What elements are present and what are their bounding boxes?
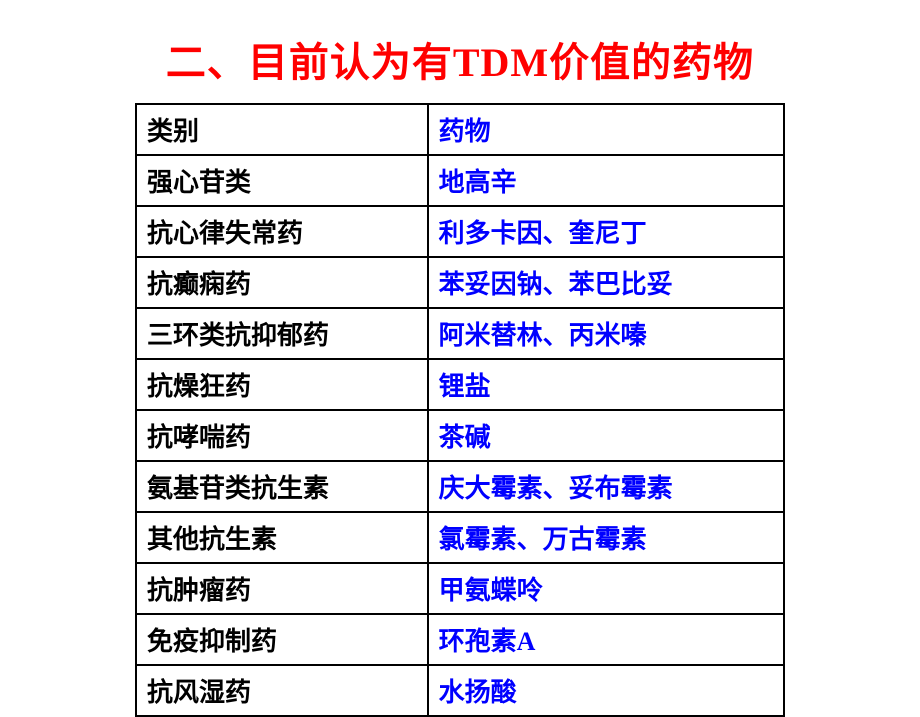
- drug-cell: 氯霉素、万古霉素: [428, 512, 784, 563]
- drug-cell: 利多卡因、奎尼丁: [428, 206, 784, 257]
- table-row: 抗哮喘药茶碱: [136, 410, 784, 461]
- drug-cell: 庆大霉素、妥布霉素: [428, 461, 784, 512]
- table-row: 类别药物: [136, 104, 784, 155]
- table-row: 抗风湿药水扬酸: [136, 665, 784, 716]
- drug-cell: 锂盐: [428, 359, 784, 410]
- table-row: 抗癫痫药苯妥因钠、苯巴比妥: [136, 257, 784, 308]
- category-cell: 抗燥狂药: [136, 359, 428, 410]
- category-cell: 氨基苷类抗生素: [136, 461, 428, 512]
- drug-cell: 药物: [428, 104, 784, 155]
- drug-cell: 甲氨蝶呤: [428, 563, 784, 614]
- table-row: 强心苷类地高辛: [136, 155, 784, 206]
- slide-title: 二、目前认为有TDM价值的药物: [0, 0, 920, 103]
- category-cell: 强心苷类: [136, 155, 428, 206]
- category-cell: 抗哮喘药: [136, 410, 428, 461]
- category-cell: 其他抗生素: [136, 512, 428, 563]
- category-cell: 抗心律失常药: [136, 206, 428, 257]
- drug-cell: 地高辛: [428, 155, 784, 206]
- drug-cell: 水扬酸: [428, 665, 784, 716]
- table-container: 类别药物强心苷类地高辛抗心律失常药利多卡因、奎尼丁抗癫痫药苯妥因钠、苯巴比妥三环…: [0, 103, 920, 717]
- tdm-drugs-table: 类别药物强心苷类地高辛抗心律失常药利多卡因、奎尼丁抗癫痫药苯妥因钠、苯巴比妥三环…: [135, 103, 785, 717]
- category-cell: 抗肿瘤药: [136, 563, 428, 614]
- table-row: 其他抗生素氯霉素、万古霉素: [136, 512, 784, 563]
- category-cell: 类别: [136, 104, 428, 155]
- table-row: 氨基苷类抗生素庆大霉素、妥布霉素: [136, 461, 784, 512]
- drug-cell: 阿米替林、丙米嗪: [428, 308, 784, 359]
- category-cell: 三环类抗抑郁药: [136, 308, 428, 359]
- category-cell: 抗癫痫药: [136, 257, 428, 308]
- table-row: 三环类抗抑郁药阿米替林、丙米嗪: [136, 308, 784, 359]
- table-row: 抗燥狂药锂盐: [136, 359, 784, 410]
- drug-cell: 环孢素A: [428, 614, 784, 665]
- drug-cell: 茶碱: [428, 410, 784, 461]
- drug-cell: 苯妥因钠、苯巴比妥: [428, 257, 784, 308]
- table-row: 抗心律失常药利多卡因、奎尼丁: [136, 206, 784, 257]
- table-row: 免疫抑制药环孢素A: [136, 614, 784, 665]
- category-cell: 免疫抑制药: [136, 614, 428, 665]
- category-cell: 抗风湿药: [136, 665, 428, 716]
- table-row: 抗肿瘤药甲氨蝶呤: [136, 563, 784, 614]
